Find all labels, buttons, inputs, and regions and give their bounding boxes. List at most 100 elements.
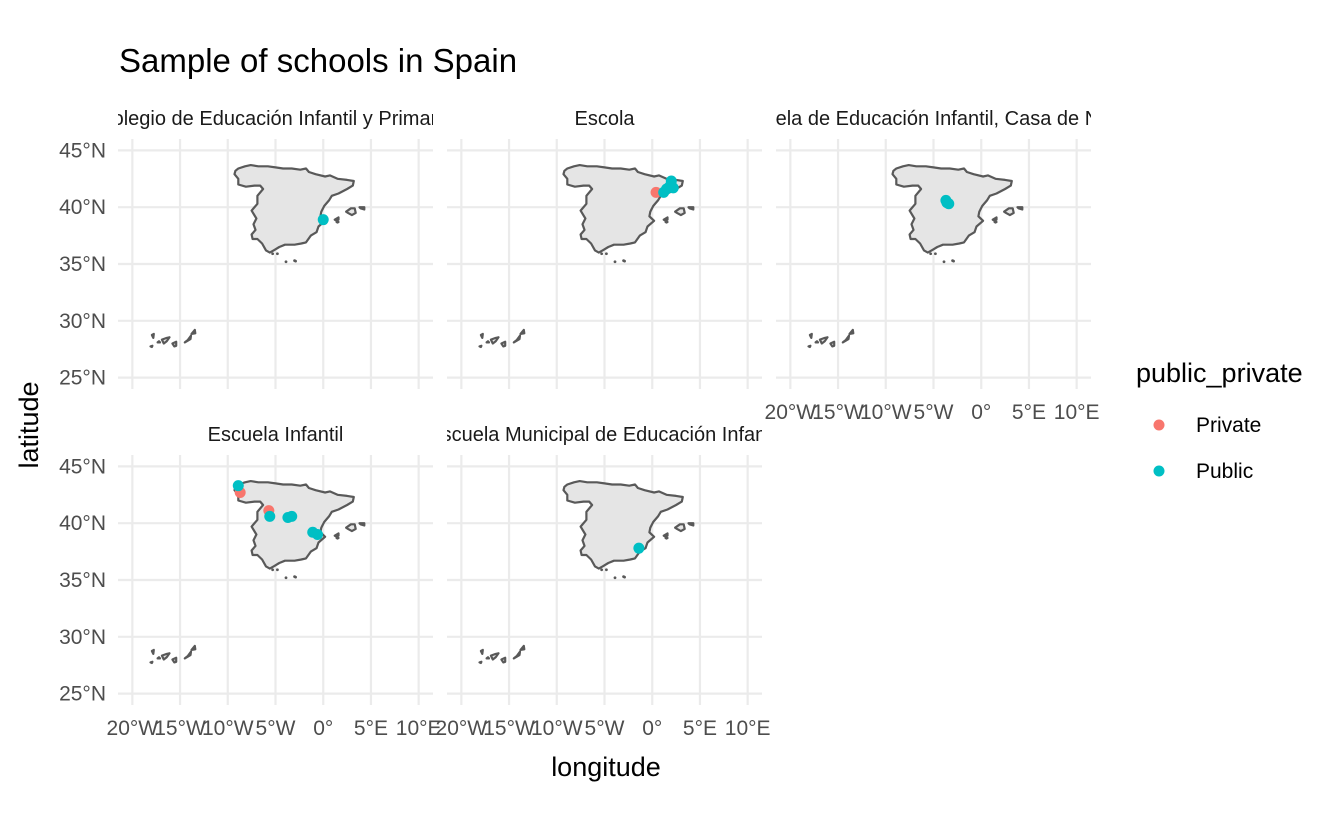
- x-tick-label: 15°W: [812, 401, 864, 424]
- land-polygon: [1003, 207, 1015, 217]
- x-tick-label: 0°: [642, 717, 662, 740]
- enclave-dot: [952, 259, 955, 263]
- facet-strip-label: Escola: [574, 108, 635, 130]
- canary-island: [485, 656, 491, 660]
- school-points: [232, 480, 323, 541]
- facet-strip-label: Escuela Municipal de Educación Infantil: [428, 424, 780, 446]
- canary-island: [512, 334, 522, 344]
- y-tick-label: 40°N: [59, 196, 106, 219]
- x-tick-label: 10°W: [860, 401, 912, 424]
- canary-island: [171, 340, 178, 348]
- school-point-public: [633, 542, 645, 554]
- land-polygon: [358, 206, 366, 211]
- school-point-public: [232, 480, 244, 492]
- canary-island: [479, 648, 484, 655]
- y-tick-label: 35°N: [59, 253, 106, 276]
- facet-strip-label: Escuela de Educación Infantil, Casa de N…: [731, 108, 1136, 130]
- x-tick-label: 20°W: [107, 717, 159, 740]
- canary-island: [149, 660, 154, 665]
- x-tick-label: 5°W: [914, 401, 954, 424]
- land-polygon: [333, 532, 340, 538]
- enclave-dot: [600, 568, 604, 572]
- y-tick-label: 45°N: [59, 139, 106, 162]
- legend-key: [1153, 419, 1165, 431]
- x-tick-label: 0°: [313, 717, 333, 740]
- canary-island: [183, 334, 193, 344]
- land-polygon: [662, 532, 669, 538]
- enclave-dot: [271, 568, 275, 572]
- canary-island: [841, 334, 851, 344]
- enclave-dot: [271, 252, 275, 256]
- land-polygon: [1016, 206, 1024, 211]
- legend-item: Private: [1153, 414, 1261, 437]
- school-point-public: [317, 214, 329, 226]
- facet-panel: Escuela Municipal de Educación Infantil 2…: [428, 424, 780, 740]
- chart-title: Sample of schools in Spain: [119, 42, 517, 79]
- land-polygon: [687, 522, 695, 527]
- land-polygon: [345, 523, 357, 533]
- x-tick-label: 15°W: [154, 717, 206, 740]
- canary-island: [160, 652, 171, 661]
- y-tick-label: 35°N: [59, 569, 106, 592]
- land-polygon: [233, 480, 355, 570]
- y-tick-label: 45°N: [59, 455, 106, 478]
- school-point-public: [264, 510, 276, 522]
- canary-island: [848, 328, 855, 335]
- spain-map: [807, 164, 1024, 349]
- facet-panel: Escola: [447, 108, 762, 389]
- enclave-dot: [613, 576, 617, 580]
- enclave-dot: [284, 576, 288, 580]
- legend-title: public_private: [1136, 358, 1303, 388]
- y-tick-label: 25°N: [59, 367, 106, 390]
- legend: public_private Private Public: [1136, 358, 1303, 483]
- enclave-dot: [934, 252, 937, 256]
- enclave-dot: [623, 575, 626, 579]
- facet-strip-label: Colegio de Educación Infantil y Primaria: [98, 108, 454, 130]
- canary-island: [150, 332, 155, 339]
- enclave-dot: [276, 252, 279, 256]
- school-point-private: [650, 186, 662, 198]
- canary-island: [818, 336, 829, 345]
- school-point-public: [661, 183, 673, 195]
- x-tick-label: 5°E: [1012, 401, 1046, 424]
- land-polygon: [233, 164, 355, 254]
- y-tick-label: 25°N: [59, 683, 106, 706]
- land-polygon: [562, 164, 684, 254]
- land-polygon: [687, 206, 695, 211]
- canary-island: [519, 328, 526, 335]
- x-tick-label: 5°E: [683, 717, 717, 740]
- canary-island: [478, 660, 483, 665]
- canary-island: [478, 344, 483, 349]
- x-tick-label: 10°E: [725, 717, 771, 740]
- facet-panels: Colegio de Educación Infantil y Primaria…: [59, 108, 1136, 740]
- canary-island: [807, 344, 812, 349]
- canary-island: [190, 644, 197, 651]
- land-polygon: [891, 164, 1013, 254]
- enclave-dot: [294, 575, 297, 579]
- canary-island: [160, 336, 171, 345]
- canary-island: [171, 656, 178, 664]
- y-tick-label: 40°N: [59, 512, 106, 535]
- canary-island: [500, 656, 507, 664]
- school-point-public: [312, 529, 323, 541]
- gridlines: [447, 139, 762, 389]
- enclave-dot: [942, 260, 946, 264]
- legend-label: Private: [1196, 414, 1261, 437]
- canary-island: [183, 650, 193, 660]
- enclave-dot: [600, 252, 604, 256]
- x-tick-label: 10°W: [531, 717, 583, 740]
- legend-key: [1153, 465, 1165, 477]
- enclave-dot: [929, 252, 933, 256]
- canary-island: [829, 340, 836, 348]
- land-polygon: [345, 207, 357, 217]
- enclave-dot: [284, 260, 288, 264]
- legend-entries: Private Public: [1153, 414, 1261, 483]
- canary-island: [156, 656, 162, 660]
- x-axis-title: longitude: [551, 752, 661, 782]
- facet-panel: Colegio de Educación Infantil y Primaria…: [59, 108, 454, 390]
- canary-island: [512, 650, 522, 660]
- spain-map: [149, 480, 366, 665]
- x-tick-label: 15°W: [483, 717, 535, 740]
- x-tick-label: 5°W: [256, 717, 296, 740]
